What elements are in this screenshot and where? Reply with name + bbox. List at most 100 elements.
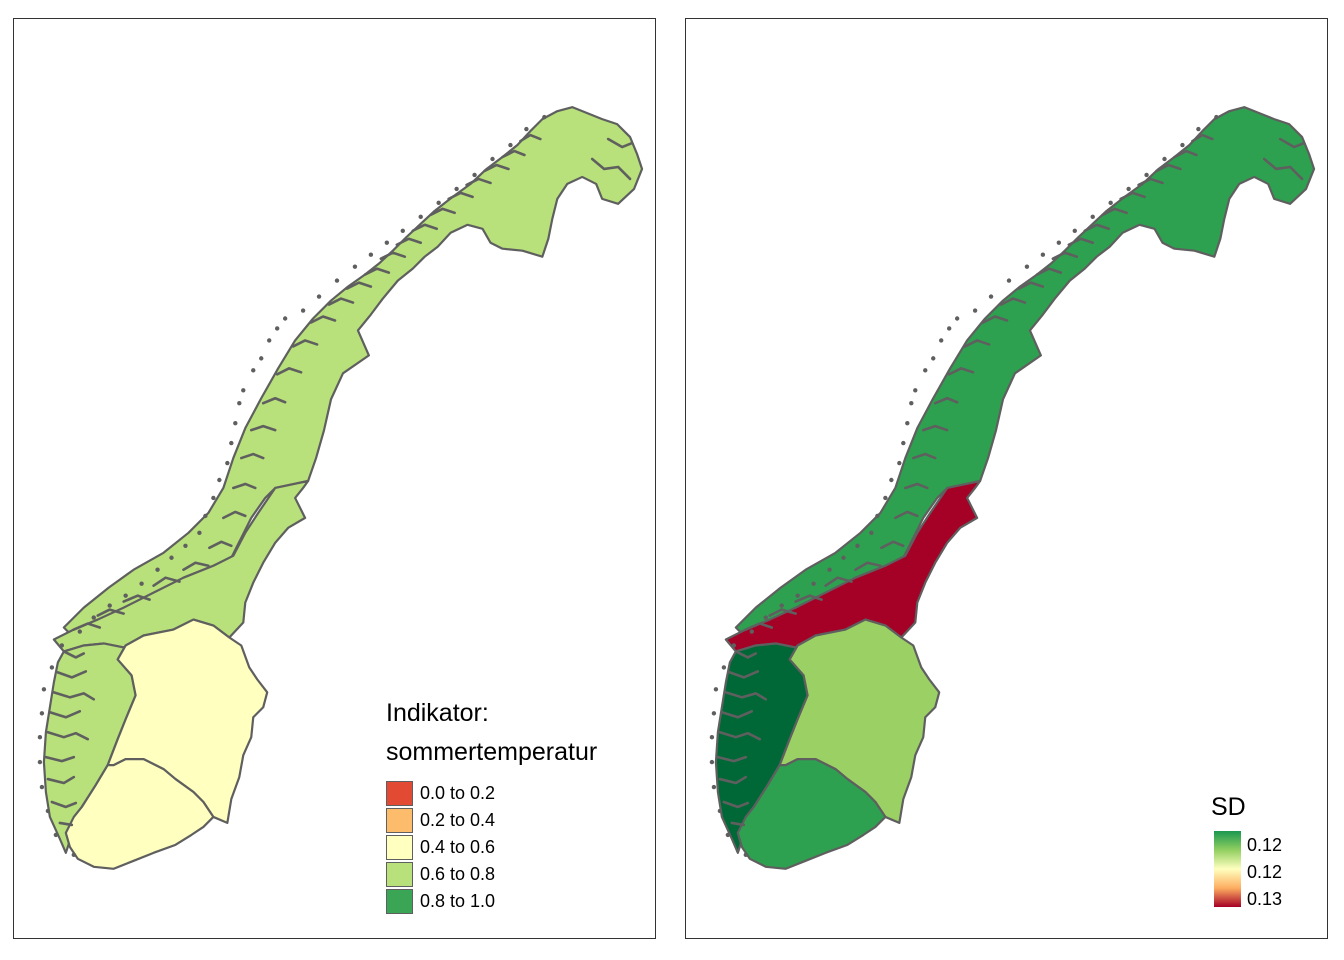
region-south	[736, 758, 887, 870]
island-dot	[725, 832, 731, 838]
fjord-line	[1119, 191, 1146, 201]
island-dot	[37, 759, 43, 765]
fjord-line	[1083, 223, 1110, 233]
gradient-label: 0.13	[1247, 889, 1283, 909]
island-dot	[384, 240, 390, 245]
fjord-line	[447, 191, 474, 201]
island-dot	[946, 326, 952, 331]
legend-item: 0.2 to 0.4	[386, 807, 495, 834]
fjord-line	[152, 576, 181, 587]
fjord-line	[724, 691, 768, 701]
island-dot	[905, 420, 910, 426]
island-dot	[743, 852, 749, 858]
fjord-line	[963, 339, 991, 348]
island-dot	[229, 440, 234, 446]
island-dot	[472, 172, 477, 178]
island-dot	[77, 629, 82, 634]
fjord-line	[1173, 149, 1198, 159]
island-dot	[436, 200, 441, 206]
legend-swatch	[386, 862, 413, 887]
legend-label: 0.4 to 0.6	[420, 837, 496, 857]
fjord-line	[327, 297, 355, 306]
fjord-line	[722, 800, 750, 809]
fjord-line	[519, 133, 542, 143]
fjord-line	[56, 670, 88, 679]
island-dot	[721, 665, 727, 670]
island-dot	[749, 629, 754, 634]
island-dot	[49, 665, 55, 670]
island-dot	[889, 477, 894, 483]
island-dot	[251, 368, 256, 373]
norway-map-left	[37, 106, 644, 870]
fjord-line	[734, 650, 758, 659]
island-dot	[524, 126, 529, 132]
island-dot	[508, 142, 513, 148]
island-dot	[711, 711, 717, 716]
fjord-line	[261, 396, 287, 405]
legend-swatch	[386, 889, 413, 914]
island-dot	[217, 477, 222, 483]
island-dot	[811, 581, 816, 586]
island-dot	[1162, 156, 1167, 162]
legend-item: 0.0 to 0.2	[386, 780, 495, 807]
island-dot	[717, 808, 723, 814]
island-dot	[1180, 142, 1185, 148]
fjord-line	[72, 622, 102, 631]
map-panel-left: Indikator: sommertemperatur 0.0 to 0.2 0…	[13, 18, 656, 939]
norway-map-right	[709, 106, 1316, 870]
fjord-line	[716, 755, 748, 763]
island-dot	[334, 278, 340, 283]
island-dot	[107, 603, 112, 608]
island-dot	[300, 308, 306, 313]
fjord-line	[730, 821, 746, 827]
fjord-line	[411, 223, 438, 233]
island-dot	[709, 759, 715, 765]
fjord-line	[62, 650, 86, 659]
fjord-line	[249, 424, 277, 432]
island-dot	[39, 784, 45, 790]
island-dot	[954, 316, 960, 321]
island-dot	[316, 294, 322, 299]
fjord-line	[794, 594, 823, 603]
legend-title-line2: sommertemperatur	[386, 738, 598, 766]
fjord-line	[999, 297, 1027, 306]
island-dot	[1214, 114, 1219, 120]
island-dot	[183, 543, 188, 548]
island-dot	[139, 581, 144, 586]
fjord-line	[465, 177, 492, 187]
island-dot	[91, 615, 96, 620]
island-dot	[939, 338, 944, 343]
fjord-line	[46, 775, 76, 785]
island-dot	[913, 388, 918, 393]
island-dot	[1040, 252, 1046, 257]
fjord-line	[52, 691, 96, 701]
island-dot	[197, 530, 202, 536]
island-dot	[155, 567, 160, 572]
fjord-line	[894, 510, 919, 520]
fjord-line	[1101, 207, 1128, 217]
island-dot	[368, 252, 374, 257]
island-dot	[883, 495, 888, 501]
island-dot	[709, 734, 715, 740]
island-dot	[274, 326, 280, 331]
fjord-line	[728, 670, 760, 679]
fjord-line	[309, 315, 337, 324]
fjord-line	[921, 424, 949, 432]
fjord-line	[501, 149, 526, 159]
island-dot	[237, 401, 242, 406]
island-dot	[41, 687, 47, 692]
legend-gradient-bar	[1214, 831, 1241, 907]
region-south	[64, 758, 215, 870]
legend-item: 0.8 to 1.0	[386, 888, 495, 915]
fjord-line	[182, 561, 210, 572]
fjord-line	[1137, 177, 1164, 187]
fjord-line	[96, 608, 125, 617]
fjord-line	[222, 510, 247, 520]
fjord-line	[606, 137, 634, 149]
legend-swatch	[386, 781, 413, 806]
fjord-line	[1262, 157, 1304, 181]
legend-label: 0.2 to 0.4	[420, 810, 496, 830]
island-dot	[1056, 240, 1062, 245]
fjord-line	[768, 608, 797, 617]
fjord-line	[744, 622, 774, 631]
